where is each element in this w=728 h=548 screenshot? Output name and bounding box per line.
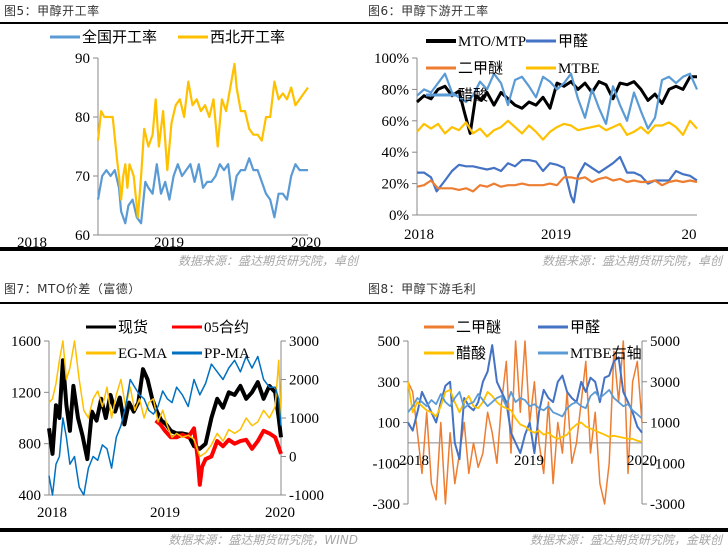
legend-label: MTO/MTP: [458, 34, 526, 50]
y-tick-label: 90: [75, 51, 90, 67]
series-line-1: [407, 344, 643, 461]
x-tick-label: 2019: [154, 235, 184, 250]
legend-label: 二甲醚: [458, 59, 503, 77]
y-tick-label: 400: [19, 488, 42, 504]
series-line-3: [48, 355, 282, 496]
y2-tick-label: -3000: [650, 497, 685, 513]
panel-fig6: 图6：甲醇下游开工率 100% 80% 60% 40% 20% 0% 2018 2019 20 M…: [364, 0, 728, 273]
series-line-1: [417, 155, 698, 204]
y2-tick-label: -1000: [289, 488, 324, 504]
series-line-3: [407, 389, 643, 420]
title-divider: [0, 302, 364, 304]
legend-label: 西北开工率: [210, 28, 285, 46]
series-line-3: [416, 119, 698, 141]
y-tick-label: 100%: [374, 51, 409, 67]
chart-title: 图8：甲醇下游毛利: [368, 282, 477, 296]
legend-label: 醋酸: [456, 344, 486, 362]
legend-label: EG-MA: [118, 346, 167, 362]
y-tick-label: 100: [378, 416, 401, 432]
x-tick-label: 2018: [404, 227, 434, 243]
legend-label: 05合约: [204, 319, 249, 336]
title-divider: [364, 22, 728, 24]
legend-label: 现货: [118, 318, 148, 336]
y2-tick-label: -1000: [650, 456, 685, 472]
chart-fig7: 1600 1200 800 400 3000 2000 1000 0 -1000 2018 2019…: [11, 318, 324, 521]
chart-fig5: 90 80 70 60 2018 2019 2020 全国开工率 西北开工率: [17, 28, 321, 250]
legend-label: MTBE右轴: [570, 345, 642, 362]
y-tick-label: -100: [373, 456, 401, 472]
data-source: 数据来源：盛达期货研究院，卓创: [177, 254, 358, 268]
y2-tick-label: 3000: [289, 334, 319, 350]
bottom-divider: [364, 247, 728, 251]
y-tick-label: 300: [378, 375, 401, 391]
series-line-0: [407, 340, 643, 505]
chart-fig8: 500 300 100 -100 -300 5000 3000 1000 -1000 -3000 2…: [373, 318, 686, 513]
x-tick-label: 2020: [265, 505, 295, 521]
series-line-0: [415, 75, 697, 135]
x-tick-label: 2019: [514, 453, 544, 469]
y-tick-label: 80: [75, 110, 90, 126]
legend-label: PP-MA: [204, 346, 250, 362]
panel-fig7: 图7：MTO价差（富德） 1600 1200 800 400 3000 2000 1000 0…: [0, 278, 364, 547]
x-tick-label: 2018: [399, 453, 429, 469]
legend-label: 甲醛: [558, 32, 588, 50]
x-tick-label: 2018: [37, 505, 67, 521]
chart-title: 图6：甲醇下游开工率: [368, 4, 489, 18]
data-source: 数据来源：盛达期货研究院，金联创: [529, 533, 722, 547]
data-source: 数据来源：盛达期货研究院，WIND: [168, 533, 358, 547]
data-source: 数据来源：盛达期货研究院，卓创: [541, 254, 722, 268]
x-tick-label: 20: [682, 227, 697, 243]
x-tick-label: 2020: [291, 235, 321, 250]
chart-title: 图5：甲醇开工率: [4, 4, 100, 18]
y2-tick-label: 2000: [289, 373, 319, 389]
legend-label: MTBE: [558, 61, 600, 77]
panel-fig8: 图8：甲醇下游毛利 500 300 100 -100 -300 5000 3000 1000 -…: [364, 278, 728, 547]
legend-label: 二甲醚: [456, 318, 501, 336]
y-tick-label: 70: [75, 169, 90, 185]
y-tick-label: 40%: [382, 145, 410, 161]
legend-label: 甲醛: [570, 318, 600, 336]
series-line-0: [47, 358, 283, 462]
y-tick-label: 1200: [11, 385, 41, 401]
y2-tick-label: 0: [289, 450, 297, 466]
panel-fig5: 图5：甲醇开工率 90 80 70 60 2018 2019 2020 全国开工率 西北开工率 …: [0, 0, 364, 273]
y-tick-label: 80%: [382, 82, 410, 98]
y-tick-label: 1600: [11, 334, 41, 350]
chart-title: 图7：MTO价差（富德）: [4, 282, 141, 296]
series-line-0: [96, 157, 308, 225]
series-line-2: [407, 381, 643, 443]
legend-label: 醋酸: [458, 86, 488, 104]
bottom-divider: [0, 528, 364, 532]
y2-tick-label: 1000: [650, 416, 680, 432]
chart-fig6: 100% 80% 60% 40% 20% 0% 2018 2019 20 MTO/MTP 甲醛二甲醚…: [374, 32, 699, 243]
y-tick-label: 60%: [382, 114, 410, 130]
y-tick-label: 20%: [382, 177, 410, 193]
y2-tick-label: 5000: [650, 334, 680, 350]
y-tick-label: 60: [75, 228, 90, 244]
y-tick-label: 0%: [389, 208, 409, 224]
y-tick-label: -300: [373, 497, 401, 513]
x-tick-label: 2018: [17, 235, 47, 250]
series-line-2: [416, 176, 698, 193]
bottom-divider: [0, 247, 364, 251]
y2-tick-label: 3000: [650, 375, 680, 391]
title-divider: [364, 302, 728, 304]
legend-label: 全国开工率: [82, 28, 157, 46]
series-line-4: [416, 72, 699, 130]
x-tick-label: 2019: [150, 505, 180, 521]
y2-tick-label: 1000: [289, 411, 319, 427]
title-divider: [0, 22, 364, 24]
y-tick-label: 500: [378, 334, 401, 350]
y-tick-label: 800: [19, 437, 42, 453]
x-tick-label: 2019: [541, 227, 571, 243]
series-line-2: [48, 340, 282, 458]
series-line-1: [96, 62, 309, 219]
series-line-1: [154, 419, 283, 487]
bottom-divider: [364, 528, 728, 532]
x-tick-label: 2020: [627, 453, 657, 469]
